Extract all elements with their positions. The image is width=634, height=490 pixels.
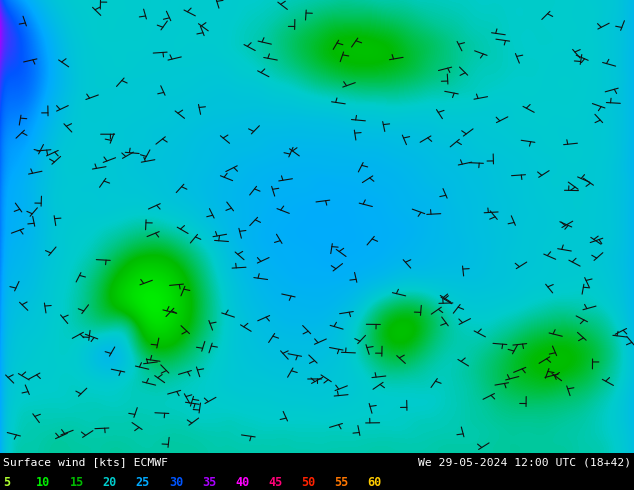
Text: 50: 50 — [301, 476, 316, 489]
Text: 60: 60 — [368, 476, 382, 489]
Text: 5: 5 — [3, 476, 10, 489]
Text: 20: 20 — [103, 476, 117, 489]
Text: 45: 45 — [268, 476, 283, 489]
Text: 30: 30 — [169, 476, 183, 489]
Text: Surface wind [kts] ECMWF: Surface wind [kts] ECMWF — [3, 458, 168, 467]
Text: 10: 10 — [36, 476, 51, 489]
Text: 35: 35 — [202, 476, 216, 489]
Text: 25: 25 — [136, 476, 150, 489]
Text: 15: 15 — [70, 476, 84, 489]
Text: 40: 40 — [235, 476, 249, 489]
Text: We 29-05-2024 12:00 UTC (18+42): We 29-05-2024 12:00 UTC (18+42) — [418, 458, 631, 467]
Text: 55: 55 — [335, 476, 349, 489]
